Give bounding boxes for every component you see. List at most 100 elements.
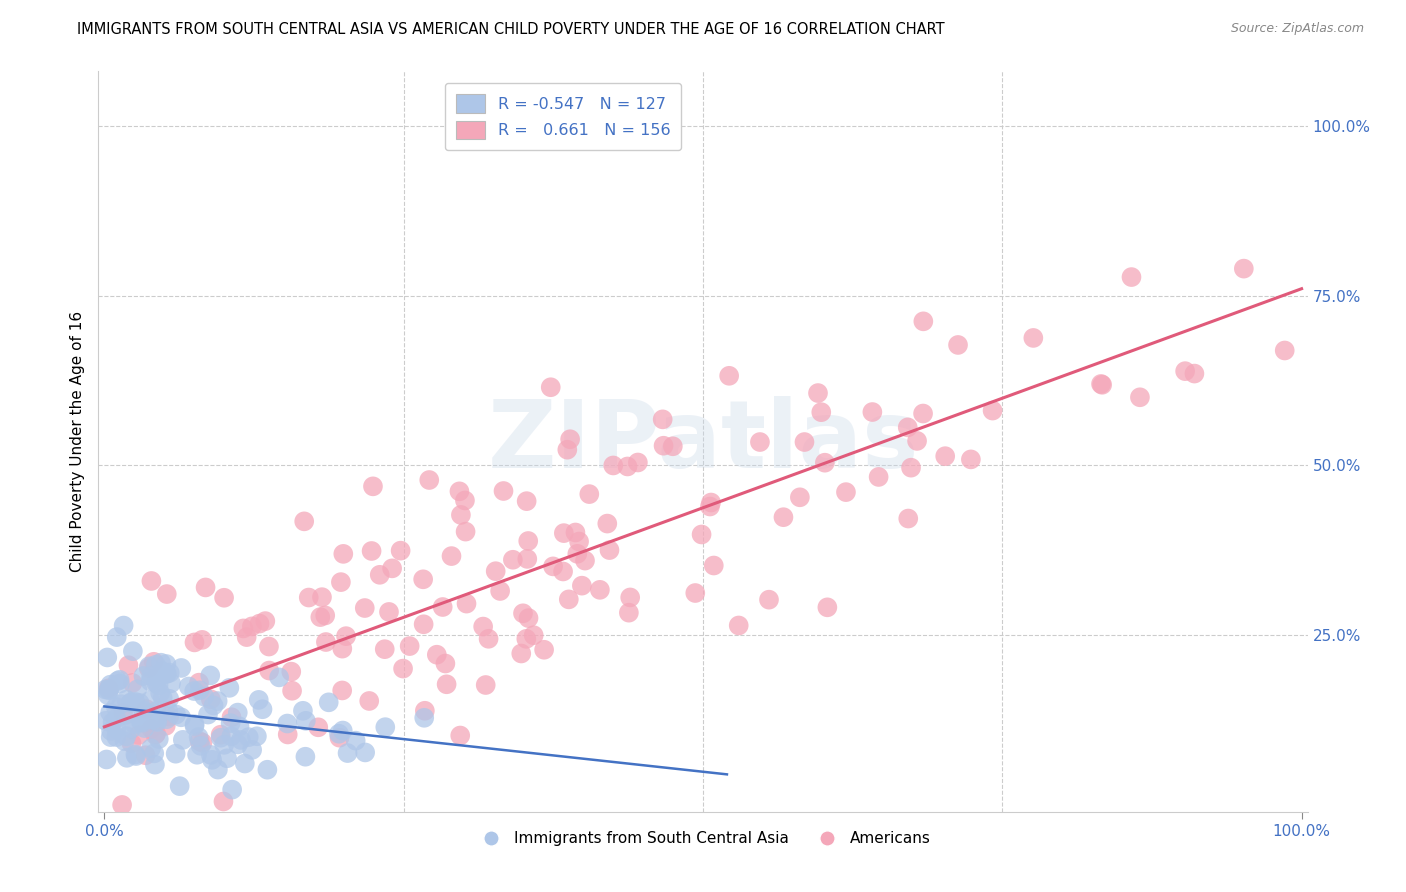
Point [946, 338, 969, 352]
Point [191, 632, 214, 647]
Point [142, 655, 165, 669]
Point [247, 693, 270, 707]
Point [124, 747, 146, 762]
Point [188, 683, 211, 698]
Point [502, 553, 524, 567]
Point [183, 684, 205, 698]
Point [183, 717, 205, 731]
Point [474, 678, 496, 692]
Point [146, 670, 169, 684]
Point [344, 733, 367, 747]
Point [117, 658, 139, 673]
Point [295, 714, 318, 728]
Point [311, 590, 333, 604]
Point [221, 710, 243, 724]
Point [281, 683, 304, 698]
Y-axis label: Child Poverty Under the Age of 16: Child Poverty Under the Age of 16 [69, 311, 84, 572]
Point [152, 690, 174, 705]
Point [219, 729, 242, 743]
Point [413, 711, 436, 725]
Point [235, 630, 257, 644]
Point [155, 719, 177, 733]
Point [148, 678, 170, 692]
Point [256, 763, 278, 777]
Point [121, 722, 143, 736]
Point [249, 616, 271, 631]
Point [121, 676, 143, 690]
Point [105, 730, 128, 744]
Point [143, 757, 166, 772]
Point [232, 621, 254, 635]
Point [149, 686, 172, 700]
Point [662, 439, 685, 453]
Point [252, 702, 274, 716]
Point [138, 710, 160, 724]
Point [142, 713, 165, 727]
Point [332, 547, 354, 561]
Point [567, 547, 589, 561]
Point [328, 731, 350, 745]
Point [143, 711, 166, 725]
Point [98, 706, 121, 720]
Point [96, 650, 118, 665]
Point [228, 719, 250, 733]
Point [523, 628, 546, 642]
Point [97, 688, 120, 702]
Point [727, 618, 749, 632]
Point [257, 640, 280, 654]
Point [100, 730, 122, 744]
Point [149, 656, 172, 670]
Point [138, 659, 160, 673]
Point [690, 527, 713, 541]
Point [291, 704, 314, 718]
Point [183, 719, 205, 733]
Point [141, 722, 163, 736]
Point [381, 561, 404, 575]
Point [221, 782, 243, 797]
Point [912, 314, 935, 328]
Point [868, 470, 890, 484]
Point [132, 704, 155, 718]
Point [139, 741, 162, 756]
Point [108, 676, 131, 690]
Point [449, 729, 471, 743]
Point [110, 697, 132, 711]
Point [477, 632, 499, 646]
Point [121, 736, 143, 750]
Point [454, 493, 477, 508]
Point [143, 747, 166, 761]
Point [212, 795, 235, 809]
Point [257, 664, 280, 678]
Point [700, 495, 723, 509]
Point [492, 483, 515, 498]
Point [578, 487, 600, 501]
Point [115, 692, 138, 706]
Point [143, 728, 166, 742]
Point [217, 751, 239, 765]
Point [97, 681, 120, 696]
Point [450, 508, 472, 522]
Point [246, 729, 269, 743]
Point [374, 720, 396, 734]
Point [426, 648, 449, 662]
Point [98, 682, 121, 697]
Point [912, 407, 935, 421]
Point [202, 698, 225, 713]
Point [170, 661, 193, 675]
Point [134, 748, 156, 763]
Point [596, 516, 619, 531]
Point [398, 639, 420, 653]
Point [226, 706, 249, 720]
Point [472, 619, 495, 633]
Point [810, 405, 832, 419]
Point [1091, 377, 1114, 392]
Point [114, 707, 136, 722]
Point [533, 642, 555, 657]
Point [568, 534, 591, 549]
Point [188, 734, 211, 748]
Point [330, 683, 353, 698]
Point [703, 558, 725, 573]
Point [238, 730, 260, 744]
Point [190, 739, 212, 753]
Point [558, 592, 581, 607]
